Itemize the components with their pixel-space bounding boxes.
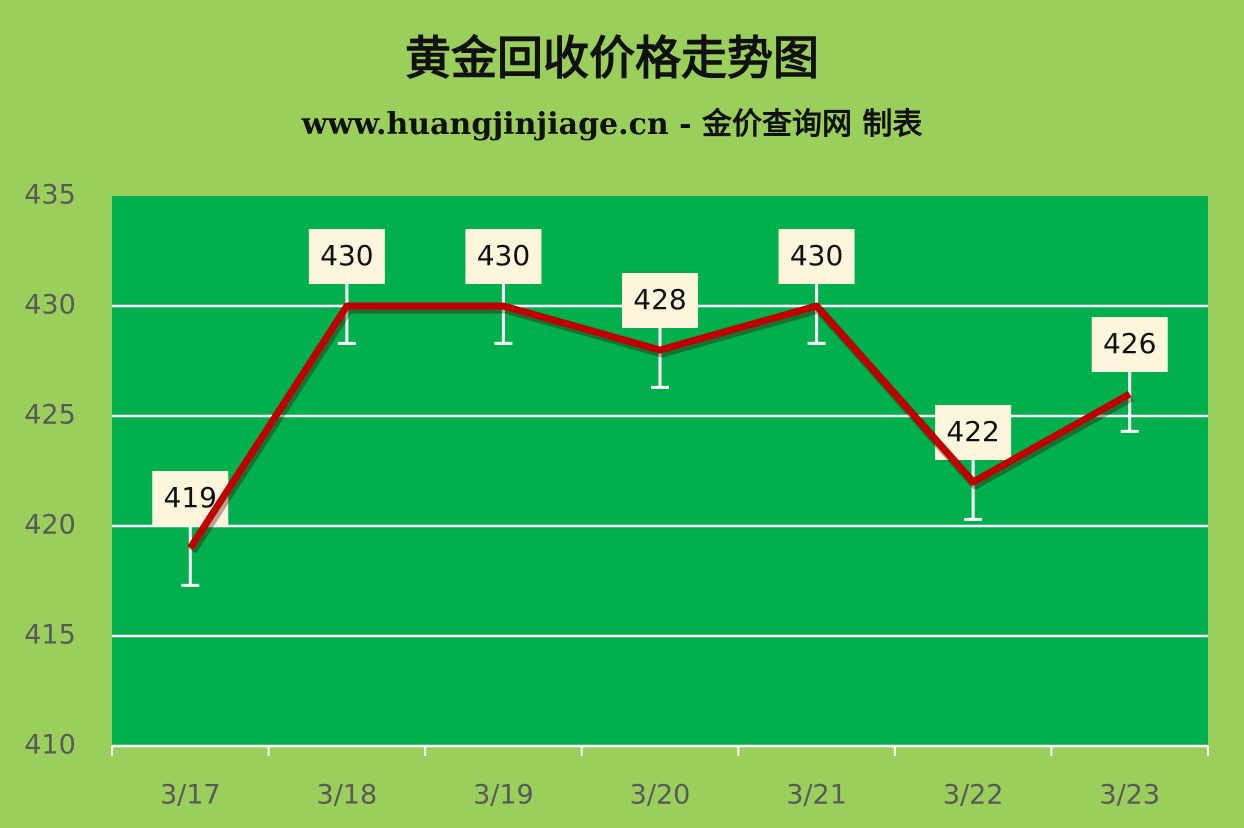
data-label: 426 <box>1103 327 1156 360</box>
chart-title: 黄金回收价格走势图 <box>405 31 819 85</box>
y-tick-label: 430 <box>24 290 76 321</box>
x-tick-label: 3/21 <box>786 780 847 811</box>
data-label-box <box>152 471 229 526</box>
series-line <box>187 302 1132 550</box>
data-label: 428 <box>633 283 686 316</box>
y-tick-label: 435 <box>24 180 76 211</box>
x-tick-label: 3/19 <box>473 780 534 811</box>
x-tick-label: 3/20 <box>630 780 691 811</box>
data-label: 430 <box>477 239 530 272</box>
data-label: 430 <box>790 239 843 272</box>
y-tick-label: 410 <box>24 730 76 761</box>
data-label: 419 <box>164 481 217 514</box>
x-tick-label: 3/22 <box>943 780 1004 811</box>
y-tick-label: 415 <box>24 620 76 651</box>
data-label: 422 <box>946 415 999 448</box>
chart-subtitle: www.huangjinjiage.cn - 金价查询网 制表 <box>301 107 923 142</box>
y-tick-label: 425 <box>24 400 76 431</box>
x-tick-label: 3/18 <box>317 780 378 811</box>
data-label-box <box>1091 317 1168 372</box>
data-label-box <box>465 229 542 284</box>
data-label-box <box>308 229 385 284</box>
y-tick-label: 420 <box>24 510 76 541</box>
x-tick-label: 3/23 <box>1099 780 1160 811</box>
data-label-box <box>622 273 698 328</box>
x-tick-label: 3/17 <box>160 780 221 811</box>
data-label: 430 <box>320 239 373 272</box>
data-label-box <box>778 229 855 284</box>
